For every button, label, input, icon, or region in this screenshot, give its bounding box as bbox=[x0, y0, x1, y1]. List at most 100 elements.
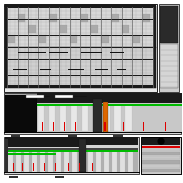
Bar bbox=[5, 35, 156, 36]
Bar bbox=[29, 25, 36, 33]
Bar bbox=[80, 7, 81, 88]
Bar bbox=[9, 176, 18, 178]
Bar bbox=[81, 14, 88, 22]
Bar bbox=[59, 105, 66, 131]
Bar bbox=[101, 35, 109, 43]
Bar bbox=[5, 137, 83, 147]
Bar bbox=[79, 139, 86, 172]
Bar bbox=[53, 122, 54, 131]
Bar bbox=[92, 105, 99, 131]
Bar bbox=[92, 163, 93, 171]
Bar bbox=[64, 151, 69, 172]
Bar bbox=[101, 7, 102, 88]
Bar bbox=[132, 7, 133, 88]
Bar bbox=[37, 104, 182, 106]
Bar bbox=[143, 14, 150, 22]
Bar bbox=[142, 152, 180, 155]
Bar bbox=[70, 35, 77, 43]
Bar bbox=[40, 151, 45, 172]
Bar bbox=[90, 7, 92, 88]
Bar bbox=[153, 7, 154, 88]
Bar bbox=[48, 151, 53, 172]
Bar bbox=[5, 153, 56, 155]
Bar bbox=[42, 122, 43, 131]
Bar bbox=[142, 147, 180, 151]
Bar bbox=[153, 7, 156, 88]
Bar bbox=[120, 151, 125, 172]
Bar bbox=[160, 6, 178, 43]
Bar bbox=[82, 137, 138, 145]
Bar bbox=[5, 95, 37, 132]
Bar bbox=[4, 93, 181, 134]
Bar bbox=[49, 14, 57, 22]
Bar bbox=[5, 85, 156, 88]
Bar bbox=[33, 163, 34, 171]
Bar bbox=[126, 105, 132, 131]
Bar bbox=[32, 151, 37, 172]
Bar bbox=[26, 95, 44, 98]
Bar bbox=[4, 137, 139, 174]
Bar bbox=[70, 105, 77, 131]
Bar bbox=[143, 122, 144, 131]
Bar bbox=[68, 163, 69, 171]
Bar bbox=[5, 139, 8, 172]
Bar bbox=[141, 93, 180, 101]
Bar bbox=[103, 102, 108, 132]
Bar bbox=[7, 7, 8, 88]
Bar bbox=[48, 105, 55, 131]
Bar bbox=[115, 105, 121, 131]
Bar bbox=[142, 165, 180, 168]
Bar bbox=[37, 95, 182, 132]
Bar bbox=[111, 7, 112, 88]
Bar bbox=[142, 7, 143, 88]
Bar bbox=[5, 148, 138, 150]
Bar bbox=[18, 52, 46, 53]
Bar bbox=[13, 163, 14, 171]
Bar bbox=[132, 35, 140, 43]
Bar bbox=[5, 7, 8, 88]
Bar bbox=[142, 156, 180, 159]
Bar bbox=[5, 6, 156, 48]
Bar bbox=[38, 105, 44, 131]
Bar bbox=[142, 160, 180, 164]
Bar bbox=[28, 7, 29, 88]
Bar bbox=[13, 69, 27, 70]
Bar bbox=[68, 135, 77, 137]
Bar bbox=[22, 163, 23, 171]
Bar bbox=[79, 163, 80, 171]
Bar bbox=[96, 151, 101, 172]
Bar bbox=[160, 44, 178, 88]
Bar bbox=[5, 150, 138, 152]
Bar bbox=[4, 4, 157, 92]
Bar bbox=[49, 52, 68, 53]
Bar bbox=[72, 151, 77, 172]
Bar bbox=[117, 69, 126, 70]
Bar bbox=[123, 122, 124, 131]
Bar bbox=[5, 19, 156, 20]
Bar bbox=[5, 4, 156, 8]
Bar bbox=[112, 14, 119, 22]
Bar bbox=[24, 151, 29, 172]
Bar bbox=[55, 176, 64, 178]
Bar bbox=[142, 137, 180, 145]
Bar bbox=[88, 151, 93, 172]
Bar bbox=[141, 137, 181, 174]
Circle shape bbox=[158, 138, 164, 144]
Bar bbox=[81, 105, 88, 131]
Bar bbox=[56, 151, 61, 172]
Bar bbox=[128, 151, 133, 172]
Bar bbox=[5, 87, 156, 88]
Bar bbox=[142, 146, 180, 148]
Bar bbox=[16, 151, 21, 172]
Bar bbox=[5, 59, 156, 60]
Bar bbox=[68, 69, 84, 70]
Bar bbox=[5, 75, 156, 76]
Bar bbox=[59, 7, 60, 88]
Bar bbox=[44, 163, 45, 171]
Bar bbox=[18, 14, 25, 22]
Bar bbox=[5, 151, 138, 172]
Bar bbox=[112, 151, 117, 172]
Bar bbox=[39, 35, 46, 43]
Bar bbox=[141, 137, 181, 174]
Bar bbox=[142, 169, 180, 172]
